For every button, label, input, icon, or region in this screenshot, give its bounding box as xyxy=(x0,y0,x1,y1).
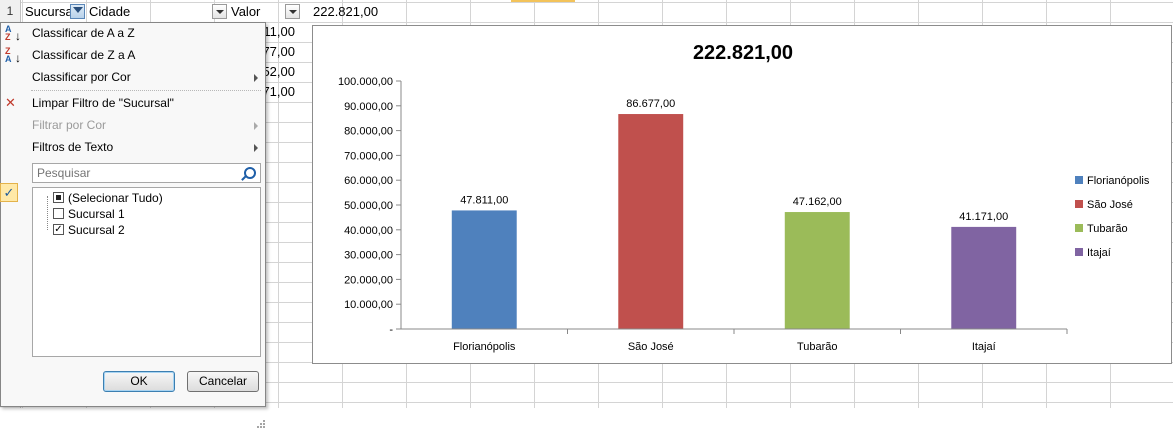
data-label: 47.162,00 xyxy=(793,196,842,208)
search-input[interactable] xyxy=(33,164,241,182)
list-item-label: Sucursal 1 xyxy=(68,207,125,221)
legend[interactable]: Florianópolis São José Tubarão Itajaí xyxy=(1075,175,1150,259)
submenu-arrow-icon xyxy=(254,144,258,152)
y-tick-label: 70.000,00 xyxy=(344,150,393,162)
y-tick-label: 40.000,00 xyxy=(344,225,393,237)
legend-label: Itajaí xyxy=(1087,247,1111,259)
y-axis: - 10.000,00 20.000,00 30.000,00 40.000,00 50.… xyxy=(338,76,402,336)
menu-item-label: Classificar de A a Z xyxy=(32,26,135,40)
chevron-down-icon xyxy=(216,10,224,14)
menu-item-sort-color[interactable]: Classificar por Cor xyxy=(1,67,265,88)
data-label: 47.811,00 xyxy=(460,194,508,206)
legend-label: Florianópolis xyxy=(1087,175,1150,187)
checkbox-unchecked[interactable] xyxy=(53,208,64,219)
y-tick-label: 90.000,00 xyxy=(344,101,393,113)
y-tick-label: 60.000,00 xyxy=(344,175,393,187)
y-tick-label: 30.000,00 xyxy=(344,250,393,262)
row-number[interactable]: 1 xyxy=(6,4,14,18)
legend-label: Tubarão xyxy=(1087,223,1128,235)
legend-swatch xyxy=(1075,200,1083,208)
x-tick-label: Itajaí xyxy=(972,341,996,353)
filter-funnel-icon xyxy=(73,7,83,13)
filter-active-button[interactable] xyxy=(70,4,85,19)
arrow-down-icon: ↓ xyxy=(15,51,21,65)
checkbox-checked[interactable]: ✓ xyxy=(53,224,64,235)
data-label: 41.171,00 xyxy=(959,211,1008,223)
y-tick-label: 50.000,00 xyxy=(344,200,393,212)
chevron-down-icon xyxy=(289,10,297,14)
y-tick-label: 20.000,00 xyxy=(344,274,393,286)
menu-item-label: Filtrar por Cor xyxy=(32,118,107,132)
y-tick-label: - xyxy=(389,324,393,336)
menu-separator xyxy=(31,90,261,91)
menu-item-text-filters[interactable]: Filtros de Texto xyxy=(1,137,265,158)
y-tick-label: 10.000,00 xyxy=(344,299,393,311)
resize-grip-icon[interactable] xyxy=(257,419,266,429)
value-cell[interactable]: 71,00 xyxy=(262,84,295,99)
search-icon[interactable] xyxy=(244,167,256,179)
x-tick-label: São José xyxy=(628,341,674,353)
x-axis: Florianópolis São José Tubarão Itajaí xyxy=(401,328,1068,353)
filter-dropdown-button[interactable] xyxy=(285,4,300,19)
x-tick-label: Florianópolis xyxy=(453,341,516,353)
chart-canvas: 222.821,00 - 10.000,00 20.000,00 30.000,00 4… xyxy=(338,42,1150,353)
data-label: 86.677,00 xyxy=(626,98,675,110)
bar[interactable] xyxy=(618,114,684,329)
bar[interactable] xyxy=(451,210,517,329)
filter-dropdown-button[interactable] xyxy=(212,4,227,19)
checkbox-partial[interactable] xyxy=(53,192,64,203)
checkmark-icon: ✓ xyxy=(0,183,18,202)
cancel-button[interactable]: Cancelar xyxy=(187,371,259,392)
menu-item-clear-filter[interactable]: ✕ Limpar Filtro de "Sucursal" xyxy=(1,93,265,114)
ok-button[interactable]: OK xyxy=(103,371,175,392)
menu-item-label: Classificar de Z a A xyxy=(32,48,136,62)
submenu-arrow-icon xyxy=(254,122,258,130)
menu-item-label: Classificar por Cor xyxy=(32,70,131,84)
bar[interactable] xyxy=(784,212,850,329)
x-tick-label: Tubarão xyxy=(797,341,838,353)
bar[interactable] xyxy=(951,226,1017,329)
list-item-label: Sucursal 2 xyxy=(68,223,125,237)
arrow-down-icon: ↓ xyxy=(15,29,21,43)
list-item-label: (Selecionar Tudo) xyxy=(68,191,163,205)
legend-swatch xyxy=(1075,224,1083,232)
tree-line xyxy=(47,196,48,230)
header-cell-valor[interactable]: Valor xyxy=(231,4,261,19)
search-box[interactable] xyxy=(32,163,261,183)
column-chart[interactable]: 222.821,00 - 10.000,00 20.000,00 30.000,00 4… xyxy=(312,25,1172,364)
value-cell[interactable]: 52,00 xyxy=(262,64,295,79)
active-column-highlight xyxy=(511,0,575,2)
legend-label: São José xyxy=(1087,199,1133,211)
header-cell-cidade[interactable]: Cidade xyxy=(89,4,131,19)
legend-swatch xyxy=(1075,248,1083,256)
header-cell-sucursal[interactable]: Sucursal xyxy=(25,4,76,19)
menu-item-filter-color[interactable]: Filtrar por Cor xyxy=(1,115,265,136)
menu-item-label: Limpar Filtro de "Sucursal" xyxy=(32,96,174,110)
y-tick-label: 100.000,00 xyxy=(338,76,393,88)
total-value-cell[interactable]: 222.821,00 xyxy=(313,4,379,19)
y-tick-label: 80.000,00 xyxy=(344,126,393,138)
value-cell[interactable]: 11,00 xyxy=(263,24,295,39)
filter-values-list: (Selecionar Tudo) Sucursal 1 ✓ Sucursal … xyxy=(32,187,261,357)
chart-title: 222.821,00 xyxy=(693,42,793,64)
legend-swatch xyxy=(1075,176,1083,184)
menu-item-label: Filtros de Texto xyxy=(32,140,114,154)
submenu-arrow-icon xyxy=(254,74,258,82)
clear-filter-icon: ✕ xyxy=(5,95,16,110)
value-cell[interactable]: 77,00 xyxy=(262,44,295,59)
bar-series: 47.811,00 86.677,00 47.162,00 41.171,00 xyxy=(451,98,1017,329)
